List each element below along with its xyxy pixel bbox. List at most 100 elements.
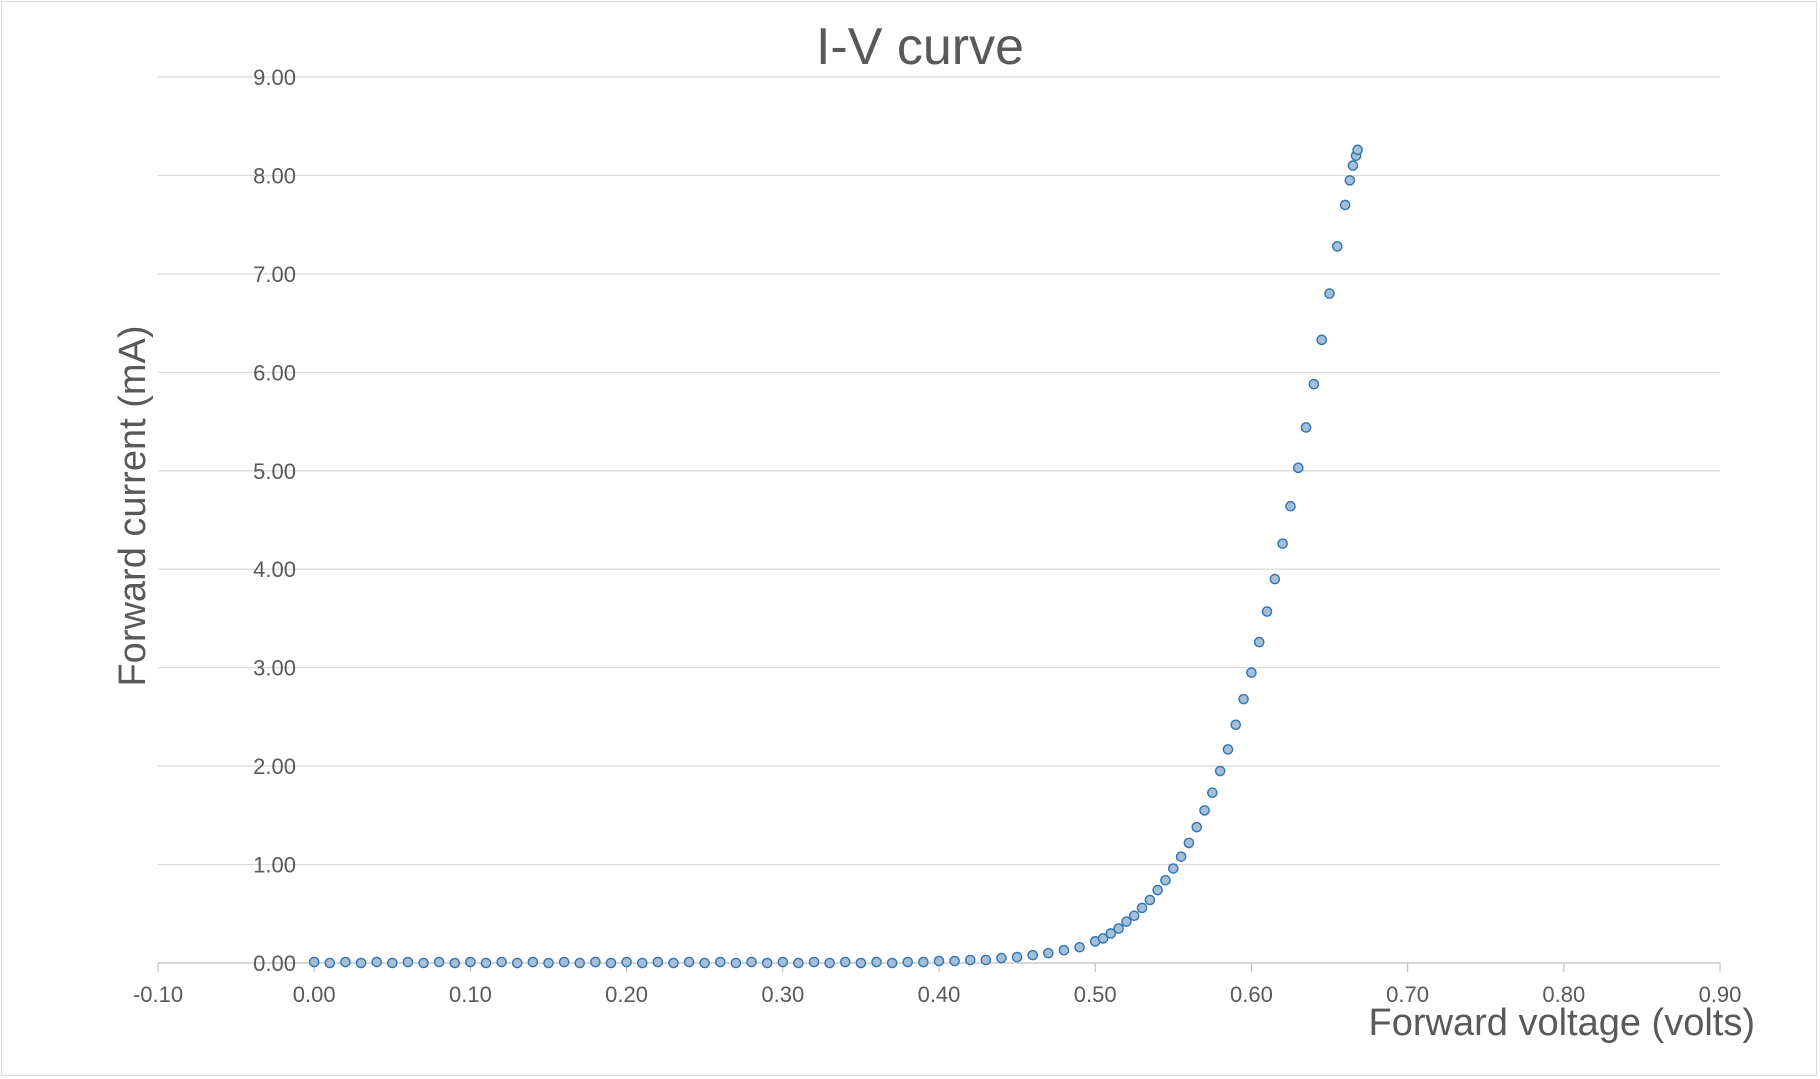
data-point bbox=[1261, 606, 1273, 617]
data-point bbox=[746, 956, 757, 968]
data-point bbox=[1214, 765, 1226, 777]
data-point bbox=[1324, 288, 1335, 299]
y-tick-labels: 0.00 1.00 2.00 3.00 4.00 5.00 6.00 7.00 8.00 9.00 bbox=[253, 65, 296, 976]
x-tick-label: 0.50 bbox=[1074, 982, 1117, 1007]
data-point bbox=[1347, 160, 1359, 171]
data-point bbox=[793, 957, 804, 969]
data-point bbox=[496, 956, 507, 968]
data-point bbox=[855, 957, 867, 969]
data-point bbox=[1043, 947, 1054, 959]
data-point bbox=[1300, 422, 1312, 433]
data-point bbox=[1246, 667, 1257, 678]
data-point bbox=[1292, 462, 1304, 474]
x-tick-label: 0.80 bbox=[1542, 982, 1585, 1007]
data-point bbox=[621, 956, 632, 968]
data-point bbox=[715, 956, 726, 968]
data-point bbox=[590, 956, 601, 968]
data-point bbox=[918, 956, 929, 968]
data-point bbox=[371, 956, 382, 968]
data-point bbox=[449, 957, 461, 969]
data-point bbox=[1011, 951, 1023, 963]
data-point bbox=[1160, 875, 1171, 886]
data-point bbox=[1136, 902, 1148, 914]
data-point bbox=[949, 955, 960, 967]
data-point bbox=[1027, 949, 1039, 961]
data-point bbox=[1097, 933, 1109, 944]
x-tick-labels: -0.10 0.00 0.10 0.20 0.30 0.40 0.50 0.60 0.70 0.8… bbox=[133, 982, 1741, 1007]
data-point bbox=[1105, 928, 1117, 939]
data-point bbox=[1113, 923, 1124, 934]
data-point bbox=[1175, 851, 1187, 862]
data-point bbox=[1144, 894, 1156, 906]
data-point bbox=[386, 957, 398, 969]
data-point bbox=[1277, 538, 1288, 549]
x-tick-label: 0.40 bbox=[918, 982, 961, 1007]
data-point bbox=[871, 956, 882, 968]
data-point bbox=[355, 957, 367, 969]
x-tick-label: 0.20 bbox=[605, 982, 648, 1007]
x-tick-label: 0.90 bbox=[1699, 982, 1742, 1007]
data-point bbox=[996, 952, 1007, 964]
data-point bbox=[980, 954, 992, 966]
data-point bbox=[1230, 719, 1242, 731]
data-point bbox=[1253, 636, 1265, 648]
data-point bbox=[558, 956, 570, 968]
x-tick-label: 0.70 bbox=[1386, 982, 1429, 1007]
data-point bbox=[824, 957, 835, 969]
data-point bbox=[902, 956, 914, 968]
data-point bbox=[1332, 241, 1343, 252]
x-tick-label: 0.30 bbox=[761, 982, 804, 1007]
y-tick-label: 3.00 bbox=[253, 656, 296, 681]
data-point bbox=[574, 957, 586, 969]
data-point bbox=[1308, 378, 1320, 390]
data-point bbox=[433, 956, 445, 968]
data-point bbox=[1269, 573, 1281, 585]
data-point bbox=[1168, 863, 1179, 874]
data-point bbox=[1191, 821, 1203, 833]
data-point bbox=[543, 957, 554, 969]
y-tick-label: 0.00 bbox=[253, 951, 296, 976]
y-tick-label: 9.00 bbox=[253, 65, 296, 90]
data-point bbox=[1344, 175, 1356, 186]
data-point bbox=[1222, 744, 1234, 755]
chart-title: I-V curve bbox=[816, 18, 1024, 76]
data-point bbox=[668, 957, 679, 969]
data-point bbox=[511, 957, 523, 969]
data-point bbox=[480, 957, 492, 969]
data-point bbox=[730, 957, 742, 969]
data-point bbox=[402, 956, 414, 968]
data-point bbox=[1238, 693, 1249, 705]
data-point bbox=[1199, 805, 1210, 816]
data-point bbox=[1074, 941, 1085, 953]
y-axis-title: Forward current (mA) bbox=[112, 325, 154, 686]
x-tick-label: 0.00 bbox=[293, 982, 336, 1007]
x-tick-label: -0.10 bbox=[133, 982, 183, 1007]
y-tick-label: 5.00 bbox=[253, 459, 296, 484]
data-point bbox=[777, 956, 789, 968]
y-tick-label: 4.00 bbox=[253, 557, 296, 582]
data-point bbox=[839, 956, 851, 968]
data-point bbox=[418, 957, 429, 969]
data-point bbox=[1352, 144, 1363, 156]
data-point bbox=[605, 957, 617, 969]
data-points bbox=[308, 144, 1363, 969]
data-point bbox=[1128, 910, 1140, 922]
y-tick-label: 8.00 bbox=[253, 163, 296, 188]
data-point bbox=[636, 957, 648, 969]
data-point bbox=[1121, 916, 1132, 927]
data-point bbox=[761, 957, 773, 969]
y-tick-label: 2.00 bbox=[253, 754, 296, 779]
data-point bbox=[527, 956, 539, 968]
data-point bbox=[324, 957, 336, 969]
data-point bbox=[964, 954, 976, 966]
data-point bbox=[933, 955, 945, 967]
data-point bbox=[340, 956, 351, 968]
data-point bbox=[1316, 334, 1327, 346]
x-tick-label: 0.10 bbox=[449, 982, 492, 1007]
data-point bbox=[308, 956, 320, 968]
data-point bbox=[808, 956, 820, 968]
data-point bbox=[683, 956, 695, 968]
y-tick-label: 6.00 bbox=[253, 360, 296, 385]
